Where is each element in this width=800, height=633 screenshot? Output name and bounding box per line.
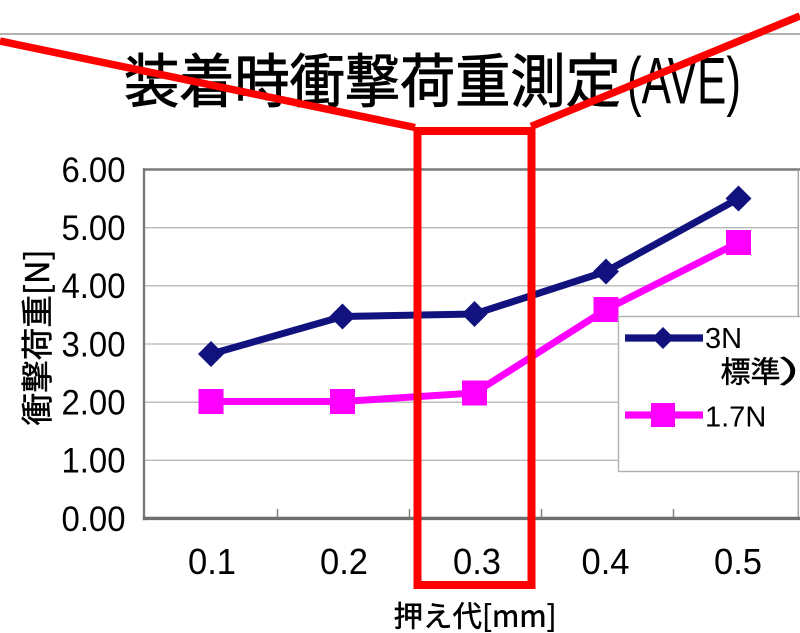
svg-text:0.1: 0.1 [188,541,236,582]
svg-text:0.5: 0.5 [714,541,762,582]
svg-text:4.00: 4.00 [62,267,126,306]
svg-text:3.00: 3.00 [62,325,126,364]
svg-text:2.00: 2.00 [62,384,126,423]
svg-text:3N: 3N [705,323,742,355]
svg-text:1.7N: 1.7N [705,402,766,434]
svg-text:0.3: 0.3 [453,541,501,582]
svg-text:5.00: 5.00 [62,209,126,248]
svg-text:0.4: 0.4 [582,541,630,582]
svg-text:1.00: 1.00 [62,442,126,481]
svg-text:6.00: 6.00 [62,151,126,190]
svg-text:0.2: 0.2 [320,541,368,582]
svg-text:0.00: 0.00 [62,500,126,539]
